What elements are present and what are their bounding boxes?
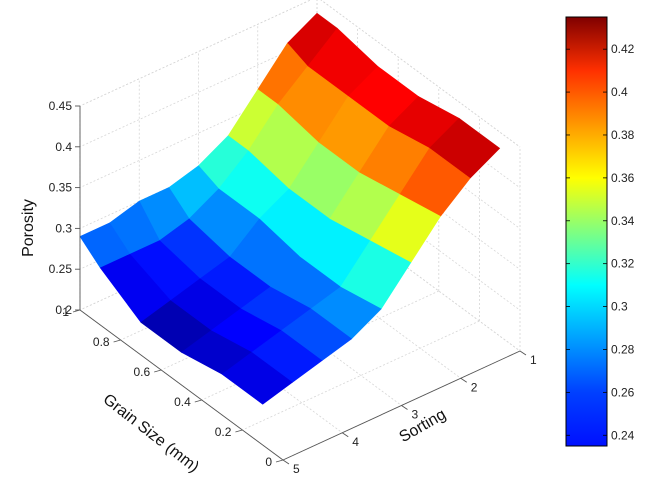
colorbar-tick-label: 0.28: [611, 342, 635, 356]
z-axis-label: Porosity: [20, 199, 37, 257]
grid-line: [79, 37, 318, 148]
y-tick: [113, 339, 121, 343]
z-tick-label: 0.3: [55, 221, 72, 235]
x-tick-label: 3: [412, 408, 419, 422]
z-tick-label: 0.25: [49, 262, 73, 276]
x-tick-label: 2: [471, 380, 478, 394]
x-tick-label: 4: [352, 435, 359, 449]
x-tick: [282, 459, 290, 465]
colorbar: 0.24 0.26 0.28 0.3 0.32 0.34 0.36 0.38 0.4 0.42: [565, 16, 635, 447]
z-tick-label: 0.45: [49, 99, 73, 113]
x-tick: [401, 405, 408, 410]
colorbar-tick-label: 0.42: [611, 42, 635, 56]
colorbar-tick-label: 0.34: [611, 214, 635, 228]
x-axis-label: Sorting: [397, 406, 449, 446]
z-tick-label: 0.35: [49, 181, 73, 195]
y-tick-label: 0.8: [93, 335, 110, 349]
x-tick: [342, 432, 349, 438]
colorbar-tick-label: 0.26: [611, 385, 635, 399]
surface-patch: [221, 352, 293, 405]
x-tick: [519, 350, 527, 356]
x-tick-label: 1: [530, 353, 537, 367]
surface: [79, 12, 501, 405]
grid-line: [79, 0, 312, 107]
colorbar-tick-label: 0.32: [611, 257, 635, 271]
grid-line: [79, 78, 318, 188]
y-tick: [235, 429, 243, 433]
z-tick-label: 0.4: [55, 140, 72, 154]
z-tick-label: 0.2: [55, 303, 72, 317]
colorbar-tick-label: 0.3: [611, 300, 628, 314]
x-tick: [460, 377, 467, 383]
colorbar-tick-label: 0.4: [611, 85, 628, 99]
y-tick-label: 0.4: [174, 395, 191, 409]
y-tick: [275, 459, 284, 463]
y-tick-label: 0: [265, 455, 272, 469]
y-tick-label: 0.6: [134, 365, 151, 379]
grid-line: [79, 119, 318, 229]
x-tick-label: 5: [293, 462, 300, 476]
y-tick: [194, 399, 202, 403]
y-tick-label: 1: [62, 305, 69, 319]
y-tick-label: 0.2: [215, 425, 232, 439]
y-axis-line: [79, 309, 284, 461]
colorbar-tick-label: 0.38: [611, 128, 635, 142]
colorbar-tick-label: 0.24: [611, 428, 635, 442]
grid-line: [242, 320, 480, 431]
colorbar-tick-label: 0.36: [611, 171, 635, 185]
colorbar-gradient: [565, 16, 608, 447]
y-tick: [154, 369, 162, 373]
